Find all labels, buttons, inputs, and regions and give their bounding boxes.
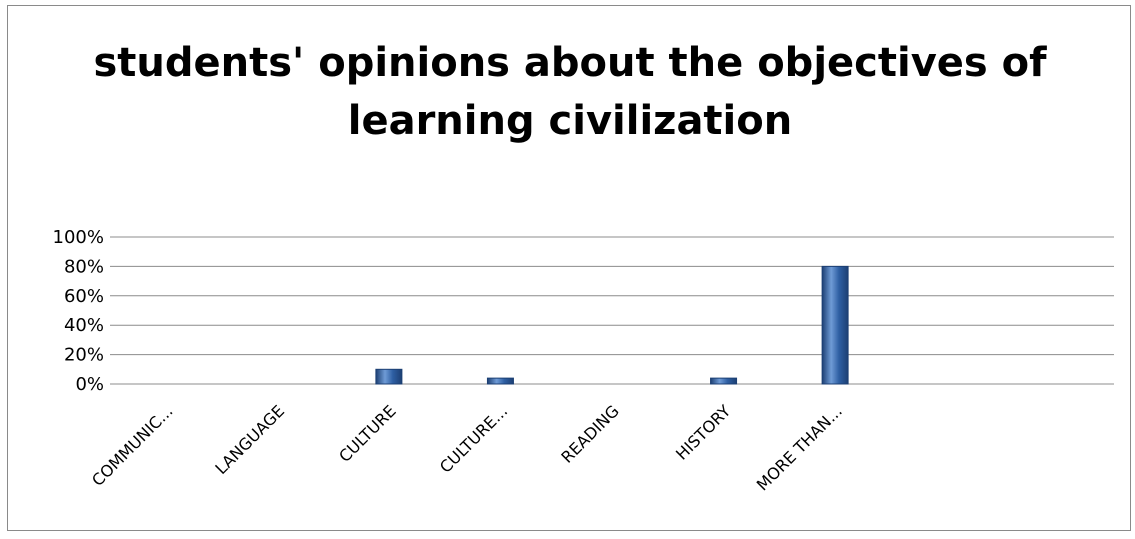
- chart-frame: students' opinions about the objectives …: [7, 5, 1131, 531]
- bar-chart: 0% 20% 40% 60% 80% 100% COMMUNIC... LANGUAGE CU…: [53, 227, 1114, 495]
- x-category-label: HISTORY: [672, 401, 734, 463]
- grid-lines: [110, 236, 1114, 385]
- bars: [375, 265, 849, 385]
- y-axis-tick-labels: 0% 20% 40% 60% 80% 100%: [53, 227, 104, 395]
- bar: [821, 265, 849, 385]
- chart-title: students' opinions about the objectives …: [93, 40, 1047, 144]
- x-category-label: CULTURE: [335, 401, 400, 466]
- y-tick-label: 0%: [75, 374, 104, 395]
- bar: [710, 377, 738, 385]
- y-tick-label: 60%: [64, 286, 104, 307]
- x-axis-category-labels: COMMUNIC... LANGUAGE CULTURE CULTURE... READ…: [88, 401, 846, 494]
- y-tick-label: 100%: [53, 227, 104, 248]
- x-category-label: MORE THAN...: [753, 401, 846, 494]
- x-category-label: CULTURE...: [436, 401, 511, 476]
- bar: [375, 368, 403, 385]
- y-tick-label: 20%: [64, 345, 104, 366]
- x-category-label: COMMUNIC...: [88, 401, 177, 490]
- y-tick-label: 40%: [64, 315, 104, 336]
- x-category-label: READING: [557, 401, 622, 466]
- y-tick-label: 80%: [64, 256, 104, 277]
- bar: [486, 377, 514, 385]
- x-category-label: LANGUAGE: [211, 401, 288, 478]
